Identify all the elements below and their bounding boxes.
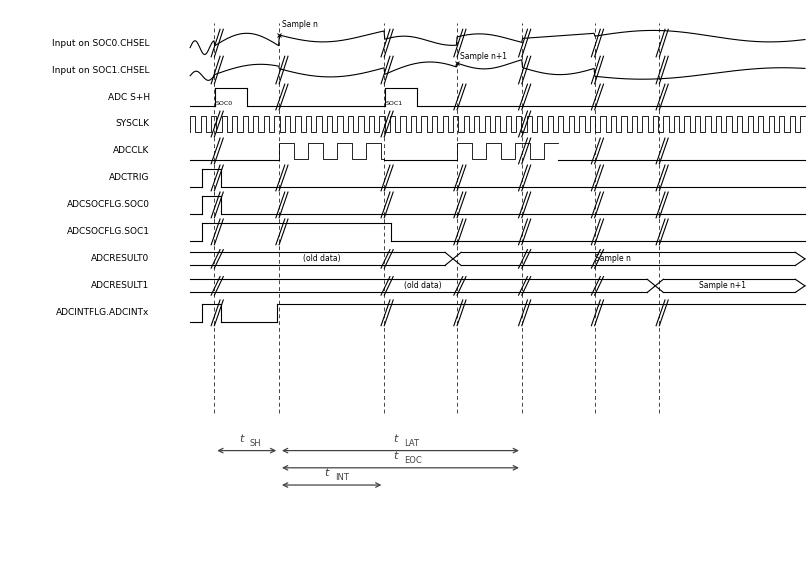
- Text: ADCCLK: ADCCLK: [113, 146, 150, 156]
- Text: SOC1: SOC1: [386, 100, 403, 106]
- Text: LAT: LAT: [404, 439, 419, 448]
- Text: $t$: $t$: [324, 466, 331, 478]
- Text: $t$: $t$: [393, 432, 400, 444]
- Text: ADCTRIG: ADCTRIG: [109, 173, 150, 183]
- Text: Sample n+1: Sample n+1: [698, 281, 746, 290]
- Text: Input on SOC1.CHSEL: Input on SOC1.CHSEL: [52, 65, 150, 75]
- Text: (old data): (old data): [303, 254, 341, 263]
- Text: ADCINTFLG.ADCINTx: ADCINTFLG.ADCINTx: [57, 308, 150, 317]
- Text: SYSCLK: SYSCLK: [116, 119, 150, 129]
- Text: $t$: $t$: [393, 449, 400, 461]
- Text: INT: INT: [335, 473, 349, 482]
- Text: ADCRESULT0: ADCRESULT0: [91, 254, 150, 263]
- Text: Sample n+1: Sample n+1: [460, 52, 506, 61]
- Text: $t$: $t$: [239, 432, 246, 444]
- Text: ADCSOCFLG.SOC1: ADCSOCFLG.SOC1: [66, 227, 150, 236]
- Text: EOC: EOC: [404, 456, 421, 465]
- Text: ADC S+H: ADC S+H: [108, 92, 150, 102]
- Text: ADCSOCFLG.SOC0: ADCSOCFLG.SOC0: [66, 200, 150, 210]
- Text: (old data): (old data): [404, 281, 442, 290]
- Text: SOC0: SOC0: [216, 100, 233, 106]
- Text: SH: SH: [250, 439, 261, 448]
- Text: Sample n: Sample n: [282, 20, 317, 29]
- Text: ADCRESULT1: ADCRESULT1: [91, 281, 150, 290]
- Text: Sample n: Sample n: [595, 254, 631, 263]
- Text: Input on SOC0.CHSEL: Input on SOC0.CHSEL: [52, 38, 150, 48]
